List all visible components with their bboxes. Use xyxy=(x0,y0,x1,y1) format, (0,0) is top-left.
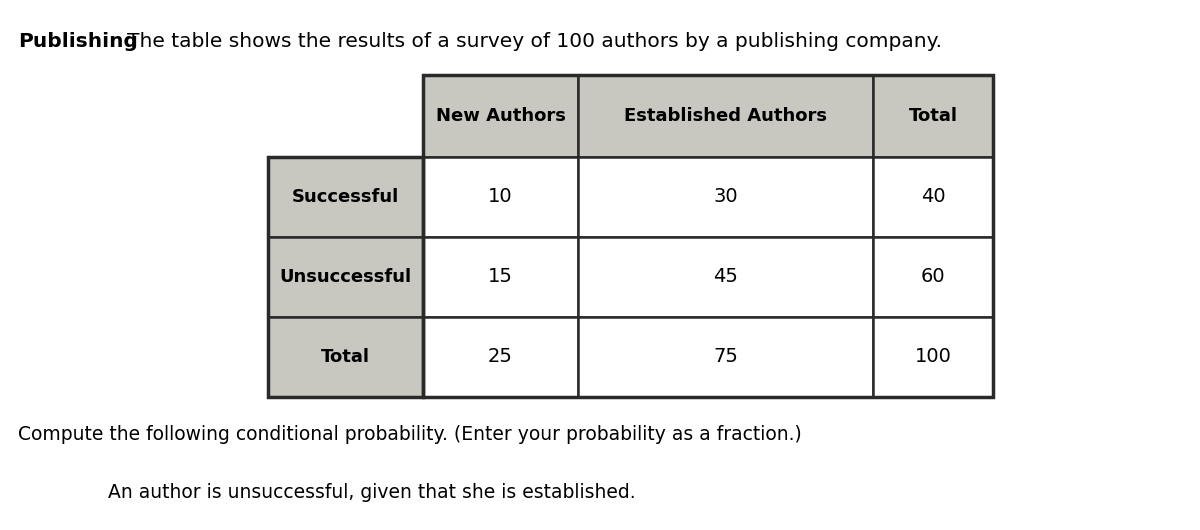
Text: 75: 75 xyxy=(713,348,738,367)
Bar xyxy=(268,317,424,397)
Text: 30: 30 xyxy=(713,188,738,207)
Bar xyxy=(268,157,424,397)
Bar xyxy=(578,317,874,397)
Bar xyxy=(268,75,424,157)
Text: The table shows the results of a survey of 100 authors by a publishing company.: The table shows the results of a survey … xyxy=(108,32,942,51)
Bar xyxy=(424,75,994,397)
Text: Total: Total xyxy=(322,348,370,366)
Bar xyxy=(874,157,994,237)
Bar xyxy=(874,317,994,397)
Text: 25: 25 xyxy=(488,348,512,367)
Text: 40: 40 xyxy=(920,188,946,207)
Bar xyxy=(268,237,424,317)
Text: 60: 60 xyxy=(920,268,946,287)
Text: An author is unsuccessful, given that she is established.: An author is unsuccessful, given that sh… xyxy=(108,483,636,502)
Bar xyxy=(424,157,578,237)
Bar xyxy=(424,237,578,317)
Text: 10: 10 xyxy=(488,188,512,207)
Bar xyxy=(424,75,578,157)
Bar xyxy=(578,75,874,157)
Text: 100: 100 xyxy=(914,348,952,367)
Bar xyxy=(578,237,874,317)
Text: New Authors: New Authors xyxy=(436,107,565,125)
Text: Compute the following conditional probability. (Enter your probability as a frac: Compute the following conditional probab… xyxy=(18,425,802,444)
Text: Established Authors: Established Authors xyxy=(624,107,827,125)
Bar xyxy=(578,157,874,237)
Bar xyxy=(874,75,994,157)
Text: 45: 45 xyxy=(713,268,738,287)
Text: Publishing: Publishing xyxy=(18,32,138,51)
Bar xyxy=(268,157,424,237)
Bar xyxy=(424,317,578,397)
Text: Total: Total xyxy=(908,107,958,125)
Bar xyxy=(874,237,994,317)
Text: 15: 15 xyxy=(488,268,512,287)
Text: Unsuccessful: Unsuccessful xyxy=(280,268,412,286)
Text: Successful: Successful xyxy=(292,188,400,206)
